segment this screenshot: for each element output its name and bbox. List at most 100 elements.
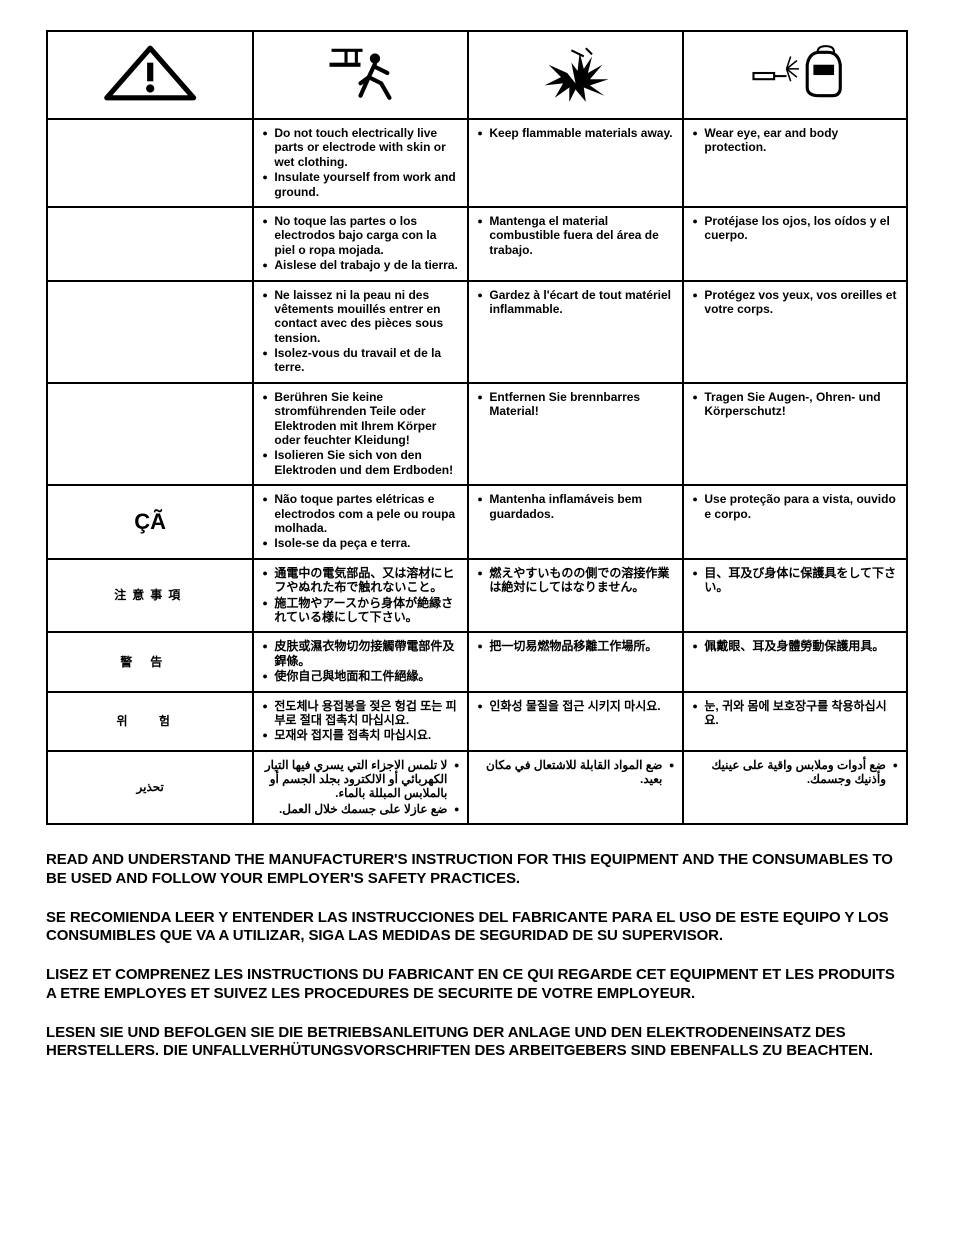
- cell-de-col2: Entfernen Sie brennbarres Material!: [468, 383, 683, 485]
- bullet-list: 皮肤或濕衣物切勿接觸帶電部件及銲條。使你自己與地面和工件絕緣。: [262, 639, 459, 683]
- bullet-item: Berühren Sie keine stromführenden Teile …: [262, 390, 459, 448]
- icon-header-row: [47, 31, 907, 119]
- safety-table-body: Do not touch electrically live parts or …: [47, 31, 907, 824]
- bullet-item: Isolez-vous du travail et de la terre.: [262, 346, 459, 375]
- bullet-list: 佩戴眼、耳及身體勞動保護用具。: [692, 639, 898, 653]
- lang-label-pt: ÇÃ: [47, 485, 253, 559]
- bullet-item: Protéjase los ojos, los oídos y el cuerp…: [692, 214, 898, 243]
- bullet-list: Tragen Sie Augen-, Ohren- und Körperschu…: [692, 390, 898, 419]
- table-row: 위 험전도체나 용접봉을 젖은 헝겁 또는 피부로 절대 접촉치 마십시요.모재…: [47, 692, 907, 751]
- bullet-list: Não toque partes elétricas e electrodos …: [262, 492, 459, 551]
- bullet-list: ضع المواد القابلة للاشتعال في مكان بعيد.: [477, 758, 674, 787]
- cell-zh-col3: 佩戴眼、耳及身體勞動保護用具。: [683, 632, 907, 691]
- bullet-list: Entfernen Sie brennbarres Material!: [477, 390, 674, 419]
- bullet-list: Protégez vos yeux, vos oreilles et votre…: [692, 288, 898, 317]
- bullet-item: ضع أدوات وملابس واقية على عينيك وأذنيك و…: [692, 758, 898, 787]
- table-row: Ne laissez ni la peau ni des vêtements m…: [47, 281, 907, 383]
- bullet-item: Ne laissez ni la peau ni des vêtements m…: [262, 288, 459, 346]
- bullet-item: 佩戴眼、耳及身體勞動保護用具。: [692, 639, 898, 653]
- person-running-icon: [253, 31, 468, 119]
- cell-ko-col3: 눈, 귀와 몸에 보호장구를 착용하십시요.: [683, 692, 907, 751]
- bullet-item: لا تلمس الاجزاء التي يسري فيها التيار ال…: [262, 758, 459, 801]
- cell-fr-col1: Ne laissez ni la peau ni des vêtements m…: [253, 281, 468, 383]
- warning-triangle-icon: [47, 31, 253, 119]
- bullet-list: 通電中の電気部品、又は溶材にヒフやぬれた布で触れないこと。施工物やアースから身体…: [262, 566, 459, 625]
- safety-warning-table: Do not touch electrically live parts or …: [46, 30, 908, 825]
- lang-label-en: [47, 119, 253, 207]
- bullet-list: Mantenga el material combustible fuera d…: [477, 214, 674, 257]
- lang-label-de: [47, 383, 253, 485]
- cell-es-col2: Mantenga el material combustible fuera d…: [468, 207, 683, 281]
- bullet-list: 目、耳及び身体に保護具をして下さい。: [692, 566, 898, 595]
- bullet-item: Entfernen Sie brennbarres Material!: [477, 390, 674, 419]
- bullet-item: ضع عازلا على جسمك خلال العمل.: [262, 802, 459, 816]
- table-row: Do not touch electrically live parts or …: [47, 119, 907, 207]
- cell-de-col3: Tragen Sie Augen-, Ohren- und Körperschu…: [683, 383, 907, 485]
- cell-ar-col2: ضع المواد القابلة للاشتعال في مكان بعيد.: [468, 751, 683, 825]
- bullet-item: 目、耳及び身体に保護具をして下さい。: [692, 566, 898, 595]
- cell-pt-col3: Use proteção para a vista, ouvido e corp…: [683, 485, 907, 559]
- bullet-item: Tragen Sie Augen-, Ohren- und Körperschu…: [692, 390, 898, 419]
- welder-face-shield-icon: [683, 31, 907, 119]
- bullet-list: Gardez à l'écart de tout matériel inflam…: [477, 288, 674, 317]
- bullet-item: Isole-se da peça e terra.: [262, 536, 459, 550]
- bullet-list: 눈, 귀와 몸에 보호장구를 착용하십시요.: [692, 699, 898, 728]
- bullet-item: 使你自己與地面和工件絕緣。: [262, 669, 459, 683]
- cell-es-col3: Protéjase los ojos, los oídos y el cuerp…: [683, 207, 907, 281]
- bullet-item: ضع المواد القابلة للاشتعال في مكان بعيد.: [477, 758, 674, 787]
- table-row: تحذيرلا تلمس الاجزاء التي يسري فيها التي…: [47, 751, 907, 825]
- cell-ja-col1: 通電中の電気部品、又は溶材にヒフやぬれた布で触れないこと。施工物やアースから身体…: [253, 559, 468, 633]
- cell-ar-col1: لا تلمس الاجزاء التي يسري فيها التيار ال…: [253, 751, 468, 825]
- lang-label-ja: 注意事項: [47, 559, 253, 633]
- table-row: 注意事項通電中の電気部品、又は溶材にヒフやぬれた布で触れないこと。施工物やアース…: [47, 559, 907, 633]
- cell-ja-col3: 目、耳及び身体に保護具をして下さい。: [683, 559, 907, 633]
- bullet-item: Mantenga el material combustible fuera d…: [477, 214, 674, 257]
- bullet-item: Protégez vos yeux, vos oreilles et votre…: [692, 288, 898, 317]
- instruction-paragraph: LISEZ ET COMPRENEZ LES INSTRUCTIONS DU F…: [46, 966, 908, 1004]
- bullet-item: 皮肤或濕衣物切勿接觸帶電部件及銲條。: [262, 639, 459, 668]
- bullet-list: 燃えやすいものの側での溶接作業は絶対にしてはなりません。: [477, 566, 674, 595]
- bullet-item: Insulate yourself from work and ground.: [262, 170, 459, 199]
- instructions-block: READ AND UNDERSTAND THE MANUFACTURER'S I…: [46, 851, 908, 1061]
- bullet-list: Do not touch electrically live parts or …: [262, 126, 459, 199]
- cell-en-col1: Do not touch electrically live parts or …: [253, 119, 468, 207]
- cell-zh-col2: 把一切易燃物品移離工作場所。: [468, 632, 683, 691]
- bullet-item: 모재와 접지를 접촉치 마십시요.: [262, 728, 459, 742]
- cell-de-col1: Berühren Sie keine stromführenden Teile …: [253, 383, 468, 485]
- cell-pt-col2: Mantenha inflamáveis bem guardados.: [468, 485, 683, 559]
- table-row: Berühren Sie keine stromführenden Teile …: [47, 383, 907, 485]
- bullet-list: Wear eye, ear and body protection.: [692, 126, 898, 155]
- lang-label-ko: 위 험: [47, 692, 253, 751]
- bullet-item: Gardez à l'écart de tout matériel inflam…: [477, 288, 674, 317]
- bullet-item: Do not touch electrically live parts or …: [262, 126, 459, 169]
- cell-ko-col2: 인화성 물질을 접근 시키지 마시요.: [468, 692, 683, 751]
- bullet-item: 燃えやすいものの側での溶接作業は絶対にしてはなりません。: [477, 566, 674, 595]
- cell-es-col1: No toque las partes o los electrodos baj…: [253, 207, 468, 281]
- bullet-item: Mantenha inflamáveis bem guardados.: [477, 492, 674, 521]
- bullet-item: No toque las partes o los electrodos baj…: [262, 214, 459, 257]
- bullet-item: Isolieren Sie sich von den Elektroden un…: [262, 448, 459, 477]
- cell-en-col2: Keep flammable materials away.: [468, 119, 683, 207]
- bullet-item: 施工物やアースから身体が絶縁されている様にして下さい。: [262, 596, 459, 625]
- bullet-item: Keep flammable materials away.: [477, 126, 674, 140]
- lang-label-es: [47, 207, 253, 281]
- bullet-item: 눈, 귀와 몸에 보호장구를 착용하십시요.: [692, 699, 898, 728]
- instruction-paragraph: READ AND UNDERSTAND THE MANUFACTURER'S I…: [46, 851, 908, 889]
- cell-fr-col2: Gardez à l'écart de tout matériel inflam…: [468, 281, 683, 383]
- cell-fr-col3: Protégez vos yeux, vos oreilles et votre…: [683, 281, 907, 383]
- bullet-list: Use proteção para a vista, ouvido e corp…: [692, 492, 898, 521]
- lang-label-fr: [47, 281, 253, 383]
- bullet-list: 인화성 물질을 접근 시키지 마시요.: [477, 699, 674, 713]
- cell-zh-col1: 皮肤或濕衣物切勿接觸帶電部件及銲條。使你自己與地面和工件絕緣。: [253, 632, 468, 691]
- bullet-item: 把一切易燃物品移離工作場所。: [477, 639, 674, 653]
- bullet-item: 通電中の電気部品、又は溶材にヒフやぬれた布で触れないこと。: [262, 566, 459, 595]
- bullet-item: Aislese del trabajo y de la tierra.: [262, 258, 459, 272]
- cell-ar-col3: ضع أدوات وملابس واقية على عينيك وأذنيك و…: [683, 751, 907, 825]
- cell-en-col3: Wear eye, ear and body protection.: [683, 119, 907, 207]
- spark-explosion-icon: [468, 31, 683, 119]
- safety-sheet-page: Do not touch electrically live parts or …: [0, 0, 954, 1121]
- bullet-list: Protéjase los ojos, los oídos y el cuerp…: [692, 214, 898, 243]
- bullet-list: Ne laissez ni la peau ni des vêtements m…: [262, 288, 459, 375]
- lang-label-ar: تحذير: [47, 751, 253, 825]
- bullet-list: لا تلمس الاجزاء التي يسري فيها التيار ال…: [262, 758, 459, 817]
